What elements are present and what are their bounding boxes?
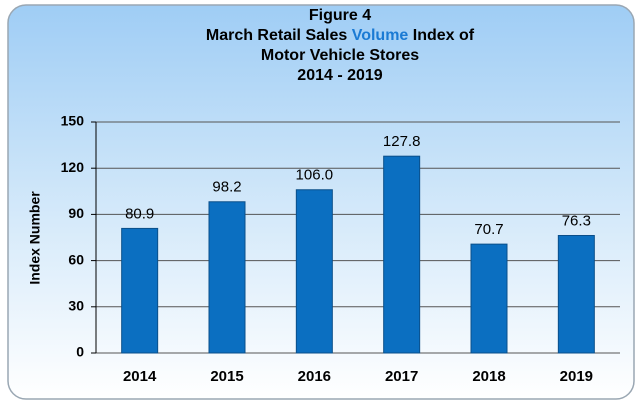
y-tick-label: 150 [61, 113, 85, 129]
data-label: 70.7 [474, 221, 503, 238]
x-tick-label: 2019 [560, 368, 593, 385]
title-part: Index of [413, 27, 475, 44]
x-tick-label: 2015 [210, 368, 243, 385]
title-part: March Retail Sales [206, 27, 348, 44]
bar [557, 234, 595, 354]
y-tick-label: 90 [68, 205, 84, 221]
data-label: 98.2 [212, 179, 241, 196]
y-tick-label: 60 [68, 251, 84, 267]
x-tick-label: 2018 [472, 368, 505, 385]
chart-title: 2014 - 2019 [297, 67, 383, 84]
bar [121, 227, 159, 354]
y-tick-label: 0 [76, 344, 84, 360]
y-tick-label: 30 [68, 298, 84, 314]
data-label: 127.8 [383, 133, 421, 150]
x-tick-label: 2017 [385, 368, 418, 385]
x-tick-label: 2016 [298, 368, 331, 385]
data-label: 80.9 [125, 205, 154, 222]
chart-title: Figure 4 [309, 7, 371, 24]
bar [208, 201, 246, 354]
data-label: 106.0 [296, 167, 334, 184]
bar [295, 189, 333, 354]
title-highlight: Volume [352, 27, 409, 44]
y-axis-label: Index Number [27, 191, 43, 285]
chart-title: March Retail Sales Volume Index of [206, 27, 475, 44]
bar [470, 243, 508, 354]
chart-title: Motor Vehicle Stores [261, 47, 419, 64]
y-tick-label: 120 [61, 159, 85, 175]
x-tick-label: 2014 [123, 368, 157, 385]
data-label: 76.3 [562, 212, 591, 229]
bar [383, 155, 421, 354]
